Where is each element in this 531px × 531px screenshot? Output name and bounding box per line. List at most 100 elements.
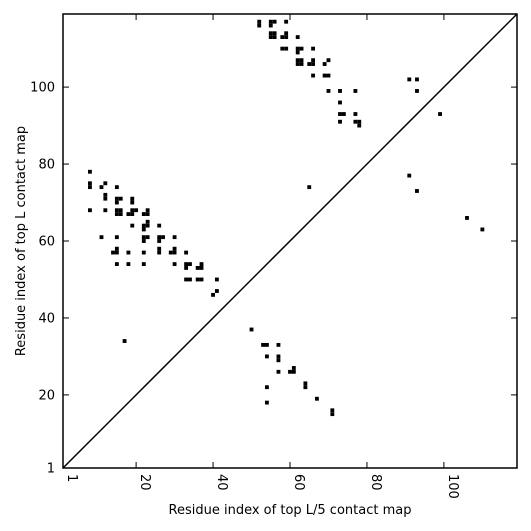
contact-point	[353, 112, 358, 116]
contact-point	[157, 239, 162, 243]
contact-point	[295, 46, 300, 51]
contact-point	[145, 223, 150, 228]
contact-point	[268, 19, 273, 24]
contact-point	[103, 196, 108, 201]
contact-point	[284, 46, 289, 51]
contact-point	[103, 208, 108, 213]
diagonal-line	[62, 13, 518, 469]
contact-point	[195, 266, 200, 270]
y-tick-label: 100	[30, 81, 55, 96]
contact-point	[111, 250, 115, 255]
contact-points	[88, 19, 485, 417]
y-axis-label: Residue index of top L contact map	[14, 126, 29, 356]
contact-point	[284, 35, 289, 40]
contact-point	[295, 35, 300, 40]
contact-point	[114, 185, 119, 190]
contact-point	[264, 400, 269, 405]
y-axis-ticks: 1 20 40 60 80 100	[30, 81, 517, 477]
contact-point	[199, 266, 204, 270]
contact-point	[114, 212, 119, 216]
contact-point	[415, 89, 419, 93]
contact-point	[353, 89, 358, 93]
contact-point	[288, 369, 292, 374]
x-tick-label: 80	[368, 474, 383, 491]
contact-point	[126, 250, 131, 255]
contact-point	[141, 250, 146, 255]
contact-point	[145, 219, 150, 224]
contact-point	[295, 62, 300, 66]
contact-point	[276, 354, 281, 359]
contact-point	[88, 181, 92, 186]
contact-point	[415, 189, 419, 193]
contact-point	[295, 50, 300, 55]
contact-point	[311, 58, 316, 63]
contact-point	[99, 235, 104, 240]
contact-point	[264, 354, 269, 359]
contact-point	[172, 250, 177, 255]
contact-point	[172, 235, 177, 240]
contact-point	[199, 277, 204, 282]
x-tick-label: 40	[214, 474, 229, 491]
contact-point	[272, 19, 277, 24]
contact-point	[261, 342, 265, 347]
contact-point	[114, 262, 119, 267]
x-tick-label: 100	[445, 474, 460, 499]
contact-point	[195, 277, 200, 282]
contact-point	[199, 262, 204, 267]
contact-point	[145, 235, 150, 240]
contact-point	[126, 212, 131, 216]
contact-point	[307, 62, 312, 66]
contact-point	[264, 385, 269, 390]
contact-point	[214, 289, 219, 293]
y-tick-label: 60	[38, 235, 55, 250]
contact-point	[141, 235, 146, 240]
contact-point	[257, 19, 262, 24]
contact-point	[291, 369, 296, 374]
contact-point	[157, 223, 162, 228]
contact-point	[357, 119, 362, 124]
contact-point	[145, 212, 150, 216]
contact-point	[114, 208, 119, 213]
contact-point	[141, 227, 146, 232]
contact-point	[122, 339, 127, 343]
contact-point	[211, 292, 215, 297]
contact-point	[88, 208, 92, 213]
contact-point	[272, 35, 277, 40]
contact-point	[130, 223, 135, 228]
contact-point	[184, 277, 189, 282]
contact-point	[114, 246, 119, 251]
contact-point	[415, 77, 419, 82]
x-tick-label: 60	[291, 474, 306, 491]
x-tick-label: 1	[64, 474, 79, 482]
contact-point	[249, 327, 254, 332]
contact-point	[130, 208, 135, 213]
contact-point	[188, 262, 192, 267]
y-tick-label: 20	[38, 388, 55, 403]
contact-point	[118, 212, 123, 216]
contact-point	[184, 250, 189, 255]
y-tick-label: 80	[38, 158, 55, 173]
contact-point	[130, 200, 135, 205]
y-tick-label: 40	[38, 311, 55, 326]
contact-point	[284, 19, 289, 24]
contact-point	[268, 35, 273, 40]
contact-point	[338, 89, 342, 93]
contact-point	[311, 73, 316, 78]
contact-point	[141, 223, 146, 228]
contact-point	[184, 262, 189, 267]
contact-point	[257, 23, 262, 28]
contact-point	[118, 208, 123, 213]
contact-point	[480, 227, 485, 232]
contact-point	[141, 239, 146, 243]
contact-point	[303, 385, 308, 390]
contact-point	[280, 35, 285, 40]
contact-point	[272, 31, 277, 36]
contact-point	[276, 342, 281, 347]
contact-point	[103, 181, 108, 186]
y-tick-label: 1	[47, 462, 55, 477]
contact-point	[280, 46, 285, 51]
contact-point	[303, 381, 308, 386]
contact-point	[338, 119, 342, 124]
